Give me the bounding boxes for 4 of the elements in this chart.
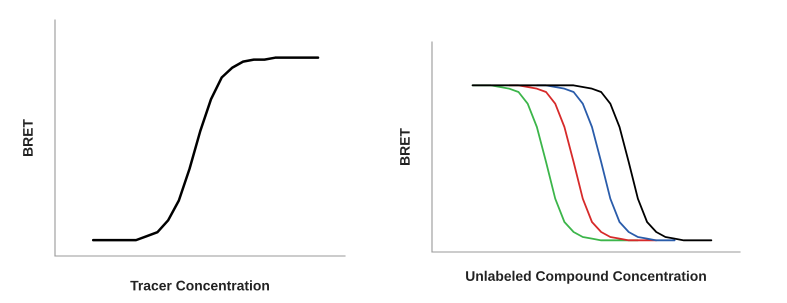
y-axis-title: BRET	[400, 128, 410, 165]
x-axis-title: Tracer Concentration	[130, 280, 269, 291]
x-axis-title: Unlabeled Compound Concentration	[466, 270, 706, 284]
y-axis-title: BRET	[23, 119, 33, 156]
